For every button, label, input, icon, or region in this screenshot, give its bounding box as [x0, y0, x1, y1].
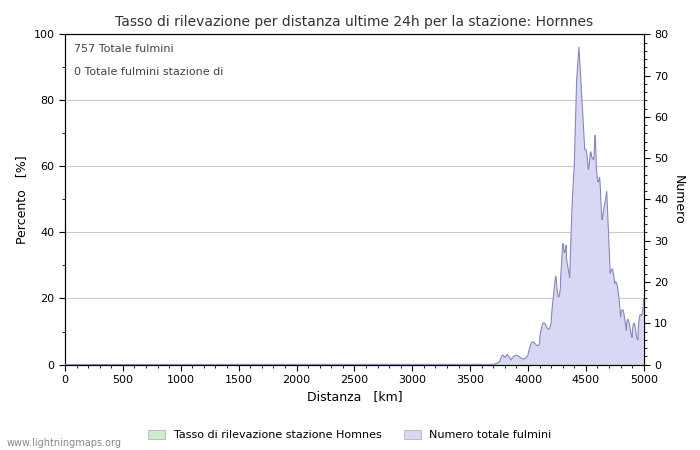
Text: 0 Totale fulmini stazione di: 0 Totale fulmini stazione di: [74, 68, 223, 77]
Title: Tasso di rilevazione per distanza ultime 24h per la stazione: Hornnes: Tasso di rilevazione per distanza ultime…: [116, 15, 594, 29]
Y-axis label: Numero: Numero: [672, 175, 685, 224]
Text: www.lightningmaps.org: www.lightningmaps.org: [7, 438, 122, 448]
X-axis label: Distanza   [km]: Distanza [km]: [307, 391, 402, 404]
Legend: Tasso di rilevazione stazione Homnes, Numero totale fulmini: Tasso di rilevazione stazione Homnes, Nu…: [144, 425, 556, 445]
Text: 757 Totale fulmini: 757 Totale fulmini: [74, 44, 174, 54]
Y-axis label: Percento   [%]: Percento [%]: [15, 155, 28, 244]
